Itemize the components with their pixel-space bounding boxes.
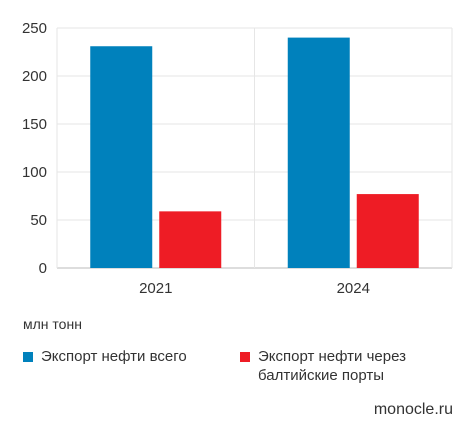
legend-swatch-red [240,352,250,362]
legend-swatch-blue [23,352,33,362]
x-tick-label: 2024 [337,280,370,297]
y-tick-label: 250 [22,20,47,37]
y-tick-label: 50 [30,212,47,229]
y-tick-label: 0 [39,260,47,277]
x-tick-labels: 2021 2024 [139,280,370,297]
legend-label: Экспорт нефти всего [41,348,187,365]
y-tick-label: 100 [22,164,47,181]
x-tick-label: 2021 [139,280,172,297]
source-label: monocle.ru [373,401,453,418]
bars [90,37,419,268]
y-tick-label: 150 [22,116,47,133]
bar-2021-series-1 [159,211,222,268]
bar-chart: 0 50 100 150 200 250 2021 2024 [22,20,453,297]
y-tick-label: 200 [22,68,47,85]
legend-label: Экспорт нефти через балтийские порты [258,348,406,384]
y-axis-unit-label: млн тонн [23,316,82,332]
y-tick-labels: 0 50 100 150 200 250 [22,20,47,277]
legend-item-baltic-export: Экспорт нефти через балтийские порты [240,347,430,385]
bar-2024-series-0 [287,37,350,268]
bar-2021-series-0 [90,46,153,268]
bar-2024-series-1 [356,194,419,268]
legend-item-total-export: Экспорт нефти всего [23,347,223,366]
